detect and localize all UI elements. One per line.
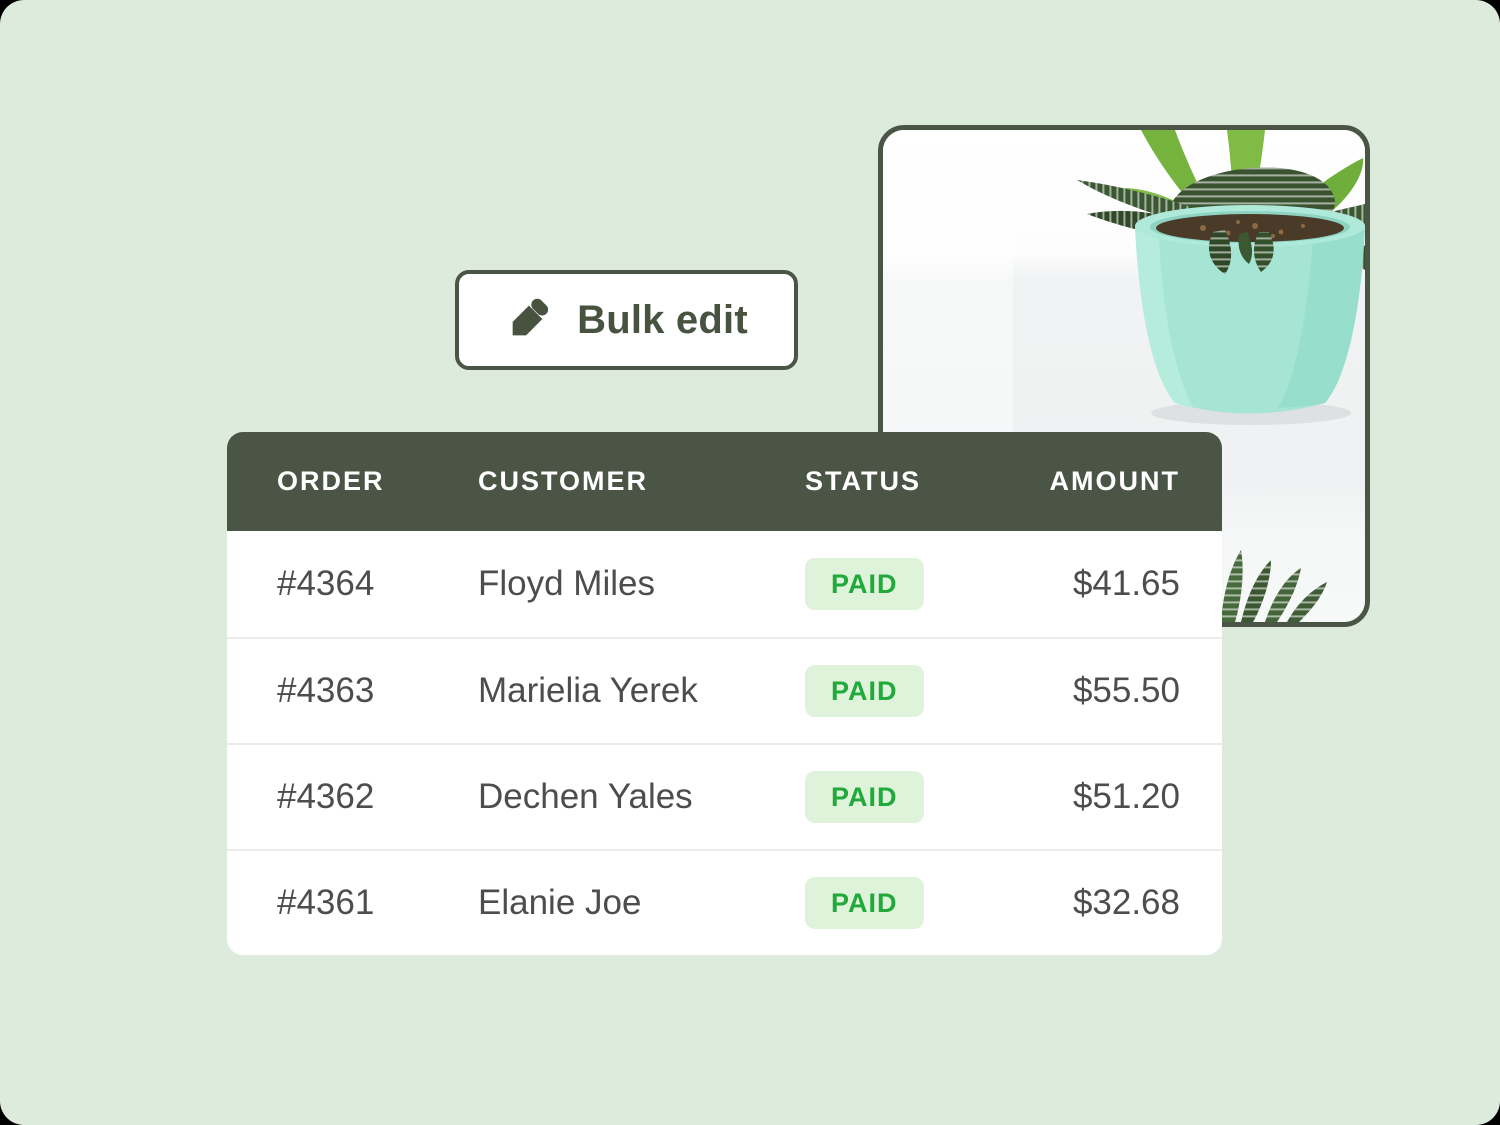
order-amount: $51.20 (1072, 777, 1180, 816)
customer-name: Elanie Joe (478, 883, 642, 922)
table-row: #4362 Dechen Yales PAID $51.20 (227, 743, 1222, 849)
status-badge: PAID (805, 771, 924, 823)
customer-name: Floyd Miles (478, 564, 655, 603)
pencil-edit-icon (512, 298, 549, 336)
status-badge: PAID (805, 665, 924, 717)
order-amount: $32.68 (1072, 883, 1180, 922)
table-header: ORDER CUSTOMER STATUS AMOUNT (227, 432, 1222, 531)
status-badge: PAID (805, 877, 924, 929)
column-header-order: ORDER (277, 466, 385, 496)
column-header-amount: AMOUNT (1049, 466, 1180, 496)
table-row: #4364 Floyd Miles PAID $41.65 (227, 531, 1222, 637)
order-amount: $55.50 (1072, 671, 1180, 710)
customer-name: Marielia Yerek (478, 671, 698, 710)
status-badge: PAID (805, 558, 924, 610)
column-header-customer: CUSTOMER (478, 466, 649, 496)
column-header-status: STATUS (805, 466, 921, 496)
order-id: #4361 (277, 883, 375, 922)
table-row: #4363 Marielia Yerek PAID $55.50 (227, 637, 1222, 743)
orders-table: ORDER CUSTOMER STATUS AMOUNT #4364 Floyd… (227, 432, 1222, 955)
bulk-edit-button[interactable]: Bulk edit (455, 270, 798, 370)
table-row: #4361 Elanie Joe PAID $32.68 (227, 849, 1222, 955)
order-id: #4364 (277, 564, 375, 603)
customer-name: Dechen Yales (478, 777, 693, 816)
bulk-edit-label: Bulk edit (577, 297, 748, 342)
order-id: #4363 (277, 671, 375, 710)
order-amount: $41.65 (1072, 564, 1180, 603)
order-id: #4362 (277, 777, 375, 816)
